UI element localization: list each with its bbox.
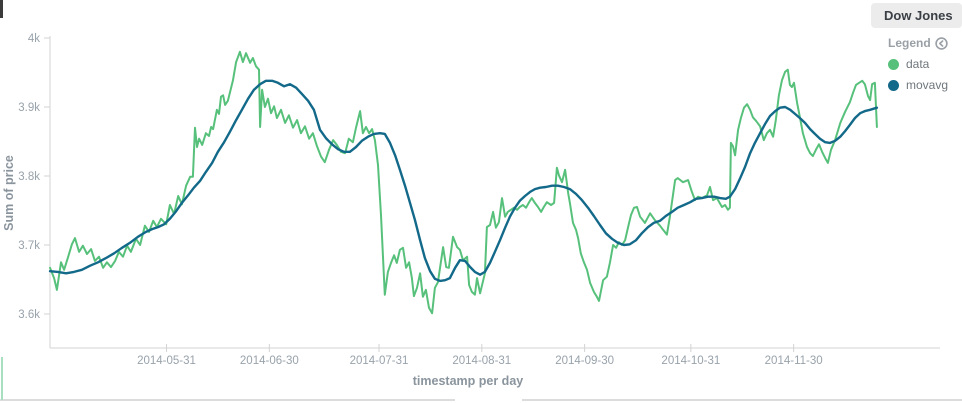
window-edge-artifact (0, 0, 3, 18)
panel-bottom-border-left (0, 399, 455, 401)
x-tick-label: 2014-05-31 (137, 355, 196, 367)
data-series-line (49, 50, 878, 315)
legend-collapse-icon[interactable] (934, 36, 948, 50)
panel-title: Dow Jones (871, 3, 962, 28)
y-tick-label: 3.9k (18, 102, 40, 114)
panel-bottom-border-right (522, 399, 962, 401)
x-axis-title: timestamp per day (412, 374, 524, 388)
neighbor-panel-edge-artifact (1, 357, 3, 400)
y-tick-label: 4k (28, 33, 40, 45)
y-tick-label: 3.8k (18, 171, 40, 183)
movavg-series-line (48, 79, 879, 283)
legend-item-label: movavg (906, 78, 949, 92)
legend-header-label: Legend (888, 36, 931, 50)
legend-panel: Dow Jones Legend data movavg (871, 0, 962, 92)
legend-toggle[interactable]: Legend (888, 36, 962, 50)
legend-item-data[interactable]: data (888, 57, 962, 71)
x-tick-label: 2014-11-30 (765, 355, 823, 367)
y-axis-title: Sum of price (2, 155, 16, 231)
x-tick-label: 2014-07-31 (350, 355, 409, 367)
y-tick-label: 3.6k (18, 309, 40, 321)
x-tick-label: 2014-10-31 (661, 355, 720, 367)
x-tick-label: 2014-06-30 (240, 355, 299, 367)
y-tick-label: 3.7k (18, 240, 40, 252)
legend-item-label: data (906, 57, 930, 71)
x-tick-label: 2014-09-30 (555, 355, 614, 367)
legend-item-movavg[interactable]: movavg (888, 78, 962, 92)
data-series-swatch (888, 58, 899, 70)
x-tick-label: 2014-08-31 (452, 355, 511, 367)
movavg-series-swatch (888, 79, 899, 91)
